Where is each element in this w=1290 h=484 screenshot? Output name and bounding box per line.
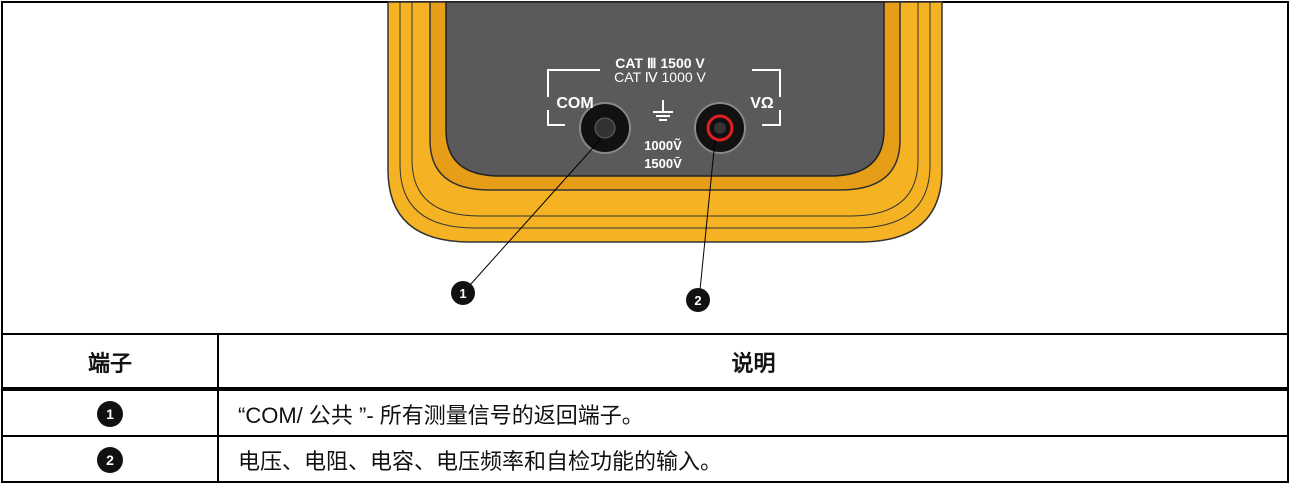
cell: 2 xyxy=(2,437,218,482)
callout: 1 xyxy=(459,286,466,301)
label: 1500V̄ xyxy=(644,156,682,171)
cell: 电压、电阻、电容、电压频率和自检功能的输入。 xyxy=(238,448,723,474)
label: VΩ xyxy=(750,95,774,112)
header-cell: 说明 xyxy=(731,350,776,376)
callout: 2 xyxy=(694,293,701,308)
cell: “COM/ 公共 ”- 所有测量信号的返回端子。 xyxy=(238,402,644,428)
label: COM xyxy=(556,95,593,112)
label: CAT Ⅳ 1000 V xyxy=(614,69,706,85)
header-cell: 端子 xyxy=(87,350,132,376)
badge: 2 xyxy=(97,446,123,473)
label: 1000Ṽ xyxy=(644,138,682,153)
cell: 1 xyxy=(2,391,218,436)
badge: 1 xyxy=(97,400,123,427)
label: CAT Ⅲ 1500 V xyxy=(615,55,705,71)
